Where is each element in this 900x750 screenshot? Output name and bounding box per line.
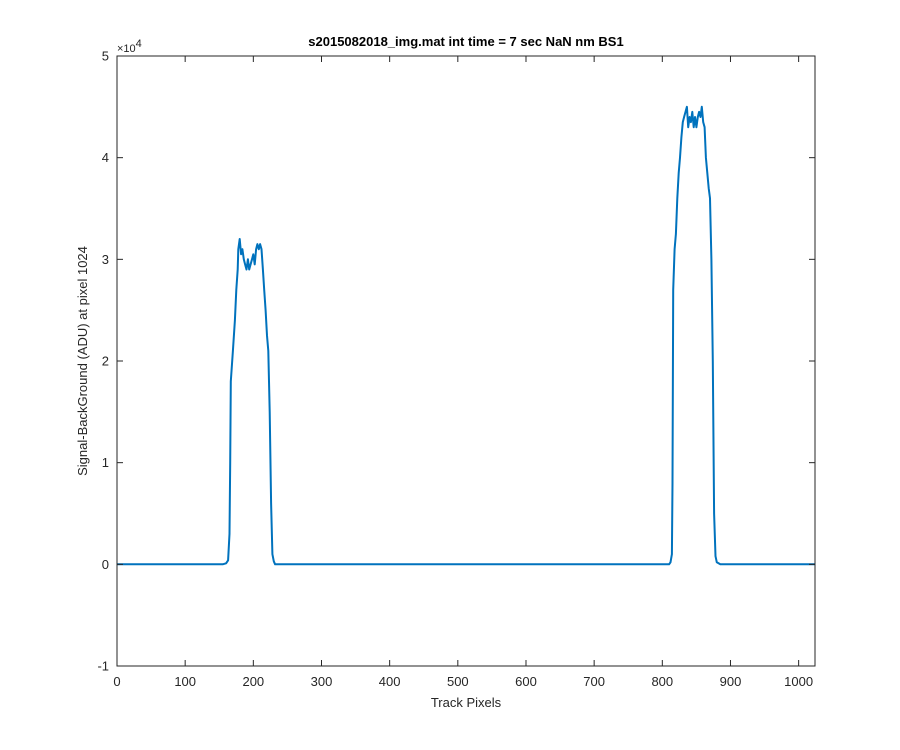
y-axis-multiplier: ×104 — [117, 38, 142, 55]
y-axis-label: Signal-BackGround (ADU) at pixel 1024 — [75, 246, 90, 476]
y-axis-ticks: -1 0 1 2 3 4 5 — [97, 49, 815, 674]
y-tick-label: 5 — [102, 49, 109, 64]
x-tick-label: 500 — [447, 674, 469, 689]
y-tick-label: 1 — [102, 455, 109, 470]
x-tick-label: 1000 — [784, 674, 813, 689]
x-tick-label: 300 — [311, 674, 333, 689]
plot-area — [117, 56, 815, 666]
chart-title: s2015082018_img.mat int time = 7 sec NaN… — [308, 34, 623, 49]
x-tick-label: 800 — [651, 674, 673, 689]
x-tick-label: 100 — [174, 674, 196, 689]
y-tick-label: 3 — [102, 252, 109, 267]
x-tick-label: 0 — [113, 674, 120, 689]
y-axis-multiplier-exponent: 4 — [136, 38, 142, 50]
x-axis-label: Track Pixels — [431, 695, 502, 710]
x-tick-label: 400 — [379, 674, 401, 689]
series-layer — [117, 105, 815, 566]
y-tick-label: 0 — [102, 557, 109, 572]
series-line-0 — [117, 105, 815, 566]
x-tick-label: 700 — [583, 674, 605, 689]
x-axis-ticks: 0 100 200 300 400 500 600 700 800 900 1000 — [113, 56, 813, 689]
x-tick-label: 600 — [515, 674, 537, 689]
y-tick-label: -1 — [97, 659, 109, 674]
y-tick-label: 2 — [102, 354, 109, 369]
y-axis-multiplier-base: ×10 — [117, 43, 136, 55]
x-tick-label: 200 — [242, 674, 264, 689]
y-tick-label: 4 — [102, 150, 109, 165]
x-tick-label: 900 — [720, 674, 742, 689]
